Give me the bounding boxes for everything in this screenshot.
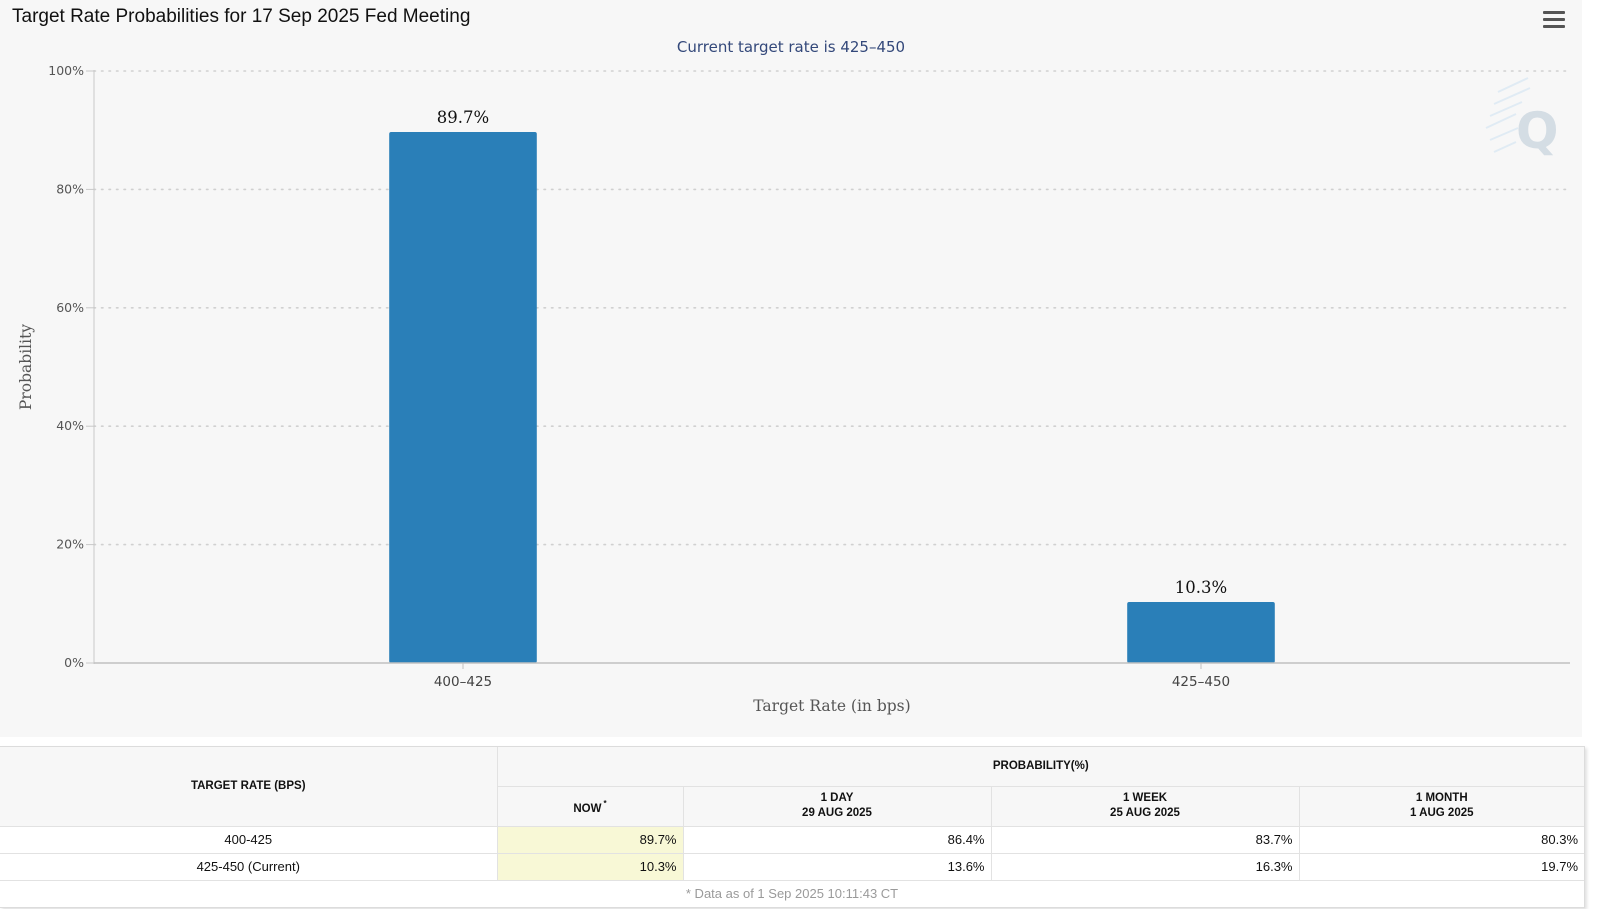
col-1-week-header: 1 WEEK 25 AUG 2025 [990, 786, 1299, 827]
row-now-cell: 10.3% [496, 853, 683, 881]
col-1-month-header: 1 MONTH 1 AUG 2025 [1298, 786, 1585, 827]
bar-chart: Q Current target rate is 425–450 0% 20% 40… [17, 38, 1571, 715]
y-tick-label: 40% [56, 418, 84, 433]
col-1-month-label: 1 MONTH [1415, 792, 1468, 804]
x-tick-label: 425–450 [1172, 674, 1230, 690]
row-1-day-cell: 86.4% [682, 826, 991, 854]
q-logo-icon: Q [1485, 77, 1559, 160]
row-1-month-cell: 19.7% [1298, 853, 1585, 881]
row-rate-cell: 425-450 (Current) [0, 853, 497, 881]
row-1-month-cell: 80.3% [1298, 826, 1585, 854]
col-1-day-label: 1 DAY [820, 792, 854, 804]
probability-header: PROBABILITY(%) [496, 747, 1585, 787]
y-tick-label: 60% [56, 300, 84, 315]
col-now-header: NOW * [496, 786, 683, 827]
bar [389, 131, 537, 663]
probability-table: TARGET RATE (BPS) PROBABILITY(%) NOW * 1 … [0, 746, 1585, 908]
y-tick-label: 20% [56, 537, 84, 552]
table-row: 425-450 (Current) 10.3% 13.6% 16.3% 19.7… [0, 853, 1585, 881]
row-now-cell: 89.7% [496, 826, 683, 854]
footnote-mark: * [603, 798, 607, 808]
y-tick-label: 0% [64, 655, 84, 670]
hamburger-menu-icon[interactable] [1542, 11, 1566, 31]
row-rate-cell: 400-425 [0, 826, 497, 854]
bar-data-label: 89.7% [437, 108, 489, 127]
x-axis-title: Target Rate (in bps) [753, 697, 910, 715]
col-1-month-date: 1 AUG 2025 [1410, 807, 1474, 819]
col-1-week-label: 1 WEEK [1122, 792, 1168, 804]
target-rate-header: TARGET RATE (BPS) [0, 747, 497, 827]
chart-panel: Target Rate Probabilities for 17 Sep 202… [12, 6, 1571, 715]
y-axis-title: Probability [17, 324, 35, 410]
row-1-day-cell: 13.6% [682, 853, 991, 881]
table-row: 400-425 89.7% 86.4% 83.7% 80.3% [0, 826, 1585, 854]
page-title: Target Rate Probabilities for 17 Sep 202… [12, 6, 471, 27]
data-timestamp-note: * Data as of 1 Sep 2025 10:11:43 CT [685, 886, 899, 901]
row-1-week-cell: 16.3% [990, 853, 1299, 881]
col-now-label: NOW [573, 802, 602, 815]
col-1-week-date: 25 AUG 2025 [1110, 807, 1180, 819]
col-1-day-header: 1 DAY 29 AUG 2025 [682, 786, 991, 827]
svg-text:Q: Q [1516, 102, 1559, 160]
bar [1127, 602, 1275, 663]
bar-data-label: 10.3% [1175, 578, 1227, 597]
y-tick-label: 100% [48, 63, 84, 78]
col-1-day-date: 29 AUG 2025 [802, 807, 872, 819]
row-1-week-cell: 83.7% [990, 826, 1299, 854]
chart-subtitle: Current target rate is 425–450 [677, 38, 905, 56]
x-tick-label: 400–425 [434, 674, 492, 690]
y-tick-label: 80% [56, 181, 84, 196]
